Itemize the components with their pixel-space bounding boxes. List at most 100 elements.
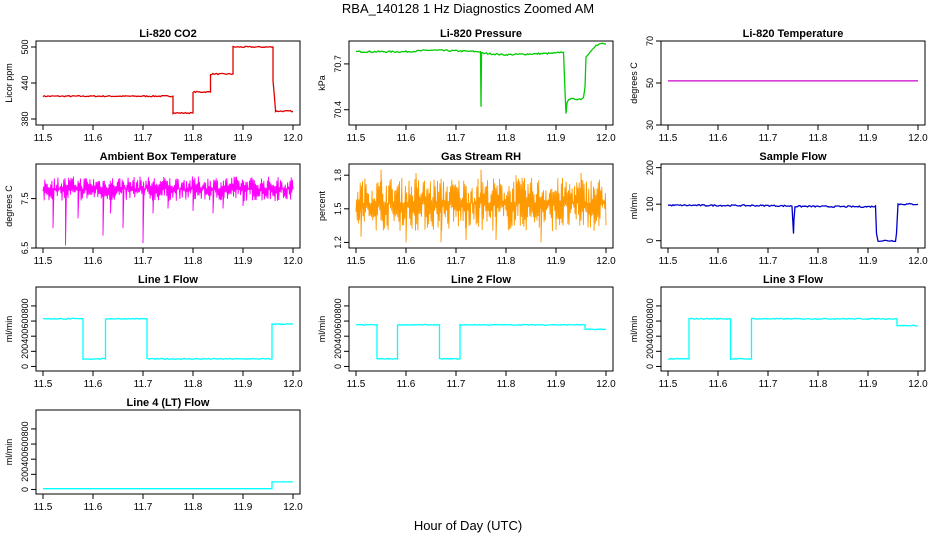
x-tick-label: 11.5 [34,502,53,513]
x-tick-label: 11.8 [497,256,516,267]
y-tick-label: 800 [645,298,655,313]
y-tick-label: 800 [333,298,343,313]
x-tick-label: 11.9 [234,379,253,390]
panel-title: Li-820 Temperature [743,28,844,40]
x-tick-label: 11.9 [547,133,566,144]
panel-title: Gas Stream RH [441,151,521,163]
plot-frame [35,163,301,249]
panel-8: Line 3 Flow ml/min 11.5 11.6 11.7 11.8 11.9 12.… [629,274,928,390]
x-tick-label: 11.9 [234,133,253,144]
x-tick-label: 11.7 [759,133,778,144]
x-tick-label: 12.0 [908,256,928,267]
x-tick-label: 11.8 [809,133,828,144]
x-tick-label: 11.9 [234,256,253,267]
x-tick-label: 11.6 [709,133,728,144]
x-tick-label: 11.7 [447,256,466,267]
x-tick-label: 11.9 [234,502,253,513]
y-axis-label: percent [317,190,327,221]
y-axis-label: ml/min [629,316,639,343]
y-tick-label: 600 [20,437,30,452]
y-tick-label: 200 [645,344,655,359]
y-tick-label: 0 [645,238,655,243]
y-axis-label: ml/min [4,316,14,343]
x-tick-label: 11.5 [659,256,678,267]
data-line [355,42,607,114]
panel-7: Line 2 Flow ml/min 11.5 11.6 11.7 11.8 11.9 12.… [317,274,616,390]
panel-1: Li-820 Pressure kPa 11.5 11.6 11.7 11.8 11.9 12… [317,28,616,144]
data-line [43,481,293,490]
x-tick-label: 11.8 [809,379,828,390]
x-tick-label: 11.6 [397,256,416,267]
panel-title: Sample Flow [759,151,827,163]
data-line [667,317,919,361]
y-tick-label: 70 [645,36,655,46]
y-tick-label: 1.2 [333,236,343,249]
x-tick-label: 11.7 [134,256,153,267]
panel-0: Li-820 CO2 Licor ppm 11.5 11.6 11.7 11.8 11.9 1… [4,28,303,144]
x-tick-label: 11.5 [34,133,53,144]
x-tick-label: 11.5 [659,133,678,144]
figure-title: RBA_140128 1 Hz Diagnostics Zoomed AM [341,1,595,16]
data-line [42,45,294,115]
y-tick-label: 200 [645,160,655,175]
x-tick-label: 11.8 [184,133,203,144]
figure-x-axis-label: Hour of Day (UTC) [413,518,523,533]
x-tick-label: 12.0 [596,256,616,267]
x-tick-label: 11.8 [184,379,203,390]
y-tick-label: 200 [20,467,30,482]
y-tick-label: 50 [645,78,655,88]
plot-frame [348,163,614,249]
y-tick-label: 200 [333,344,343,359]
panel-title: Line 3 Flow [763,274,823,286]
y-tick-label: 440 [20,75,30,90]
y-axis-label: ml/min [317,316,327,343]
x-tick-label: 11.6 [397,379,416,390]
panel-3: Ambient Box Temperature degrees C 11.5 11.6… [4,151,303,267]
data-line [42,176,294,246]
x-tick-label: 11.7 [134,379,153,390]
x-tick-label: 11.6 [84,133,103,144]
data-line [42,317,294,360]
x-tick-label: 11.8 [184,502,203,513]
x-tick-label: 11.7 [759,379,778,390]
y-tick-label: 0 [20,364,30,369]
plot-frame [348,40,614,126]
x-tick-label: 12.0 [908,379,928,390]
plot-frame [35,409,301,495]
x-tick-label: 12.0 [596,379,616,390]
y-tick-label: 800 [20,421,30,436]
x-tick-label: 11.6 [84,502,103,513]
x-tick-label: 11.9 [859,379,878,390]
panel-title: Ambient Box Temperature [100,151,237,163]
panel-title: Line 4 (LT) Flow [127,397,210,409]
x-tick-label: 11.5 [347,379,366,390]
x-tick-label: 11.7 [447,133,466,144]
y-axis-label: ml/min [629,193,639,220]
plot-frame [35,286,301,372]
y-tick-label: 7.5 [20,192,30,205]
x-tick-label: 12.0 [283,256,303,267]
y-axis-label: ml/min [4,439,14,466]
x-tick-label: 11.8 [809,256,828,267]
x-tick-label: 11.8 [184,256,203,267]
data-line [355,323,607,361]
panel-title: Line 2 Flow [451,274,511,286]
y-axis-label: kPa [317,75,327,91]
y-axis-label: degrees C [4,185,14,227]
x-tick-label: 12.0 [283,133,303,144]
data-line [668,202,919,243]
x-tick-label: 11.7 [134,502,153,513]
y-axis-label: Licor ppm [4,63,14,103]
x-tick-label: 11.8 [497,379,516,390]
x-tick-label: 11.6 [397,133,416,144]
panel-title: Li-820 Pressure [440,28,522,40]
y-tick-label: 380 [20,111,30,126]
y-tick-label: 1.5 [333,203,343,216]
x-tick-label: 11.7 [759,256,778,267]
x-tick-label: 11.9 [859,256,878,267]
y-tick-label: 400 [20,452,30,467]
panel-9: Line 4 (LT) Flow ml/min 11.5 11.6 11.7 11.8 11… [4,397,303,513]
y-tick-label: 0 [333,364,343,369]
y-tick-label: 70.7 [333,55,343,73]
